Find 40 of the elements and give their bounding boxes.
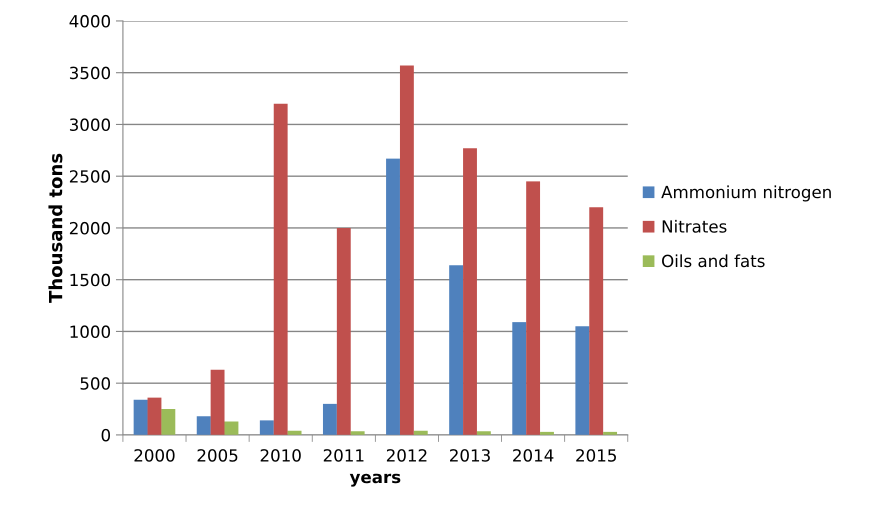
x-tick-label: 2013 bbox=[450, 449, 490, 462]
bar bbox=[224, 421, 238, 435]
legend-label: Oils and fats bbox=[662, 254, 765, 268]
y-tick-label: 2500 bbox=[70, 170, 110, 183]
bar bbox=[161, 409, 176, 435]
y-tick-label: 3500 bbox=[70, 66, 110, 80]
bar bbox=[322, 404, 337, 435]
x-tick-label: 2015 bbox=[576, 449, 616, 462]
x-tick-label: 2000 bbox=[134, 449, 175, 462]
bar bbox=[589, 207, 604, 435]
bar bbox=[449, 265, 464, 435]
y-tick-label: 3000 bbox=[70, 118, 110, 132]
bar bbox=[210, 370, 225, 435]
y-tick-label: 1000 bbox=[70, 325, 110, 338]
bar bbox=[148, 398, 162, 435]
legend-label: Ammonium nitrogen bbox=[661, 185, 831, 202]
y-tick-label: 2000 bbox=[70, 222, 110, 235]
bar bbox=[134, 400, 148, 435]
y-tick-label: 1500 bbox=[70, 274, 110, 286]
bar bbox=[575, 326, 590, 435]
y-tick-label: 4000 bbox=[70, 14, 110, 28]
bar bbox=[196, 416, 211, 435]
bar bbox=[400, 65, 414, 435]
bar bbox=[260, 420, 274, 435]
x-tick-label: 2010 bbox=[260, 449, 301, 462]
bar bbox=[463, 148, 477, 435]
bar bbox=[386, 158, 400, 435]
x-tick-label: 2012 bbox=[386, 449, 426, 462]
y-axis-title: Thousand tons bbox=[48, 154, 62, 303]
bar bbox=[526, 181, 540, 435]
x-tick-label: 2005 bbox=[198, 449, 238, 462]
legend-label: Nitrates bbox=[662, 220, 726, 233]
y-tick-label: 0 bbox=[102, 428, 110, 442]
bar bbox=[336, 228, 351, 435]
x-tick-label: 2014 bbox=[513, 449, 554, 462]
x-axis-title: years bbox=[350, 474, 400, 487]
x-tick-label: 2011 bbox=[324, 449, 364, 462]
bar bbox=[274, 104, 288, 435]
y-tick-label: 500 bbox=[80, 377, 110, 390]
bar bbox=[512, 322, 526, 435]
